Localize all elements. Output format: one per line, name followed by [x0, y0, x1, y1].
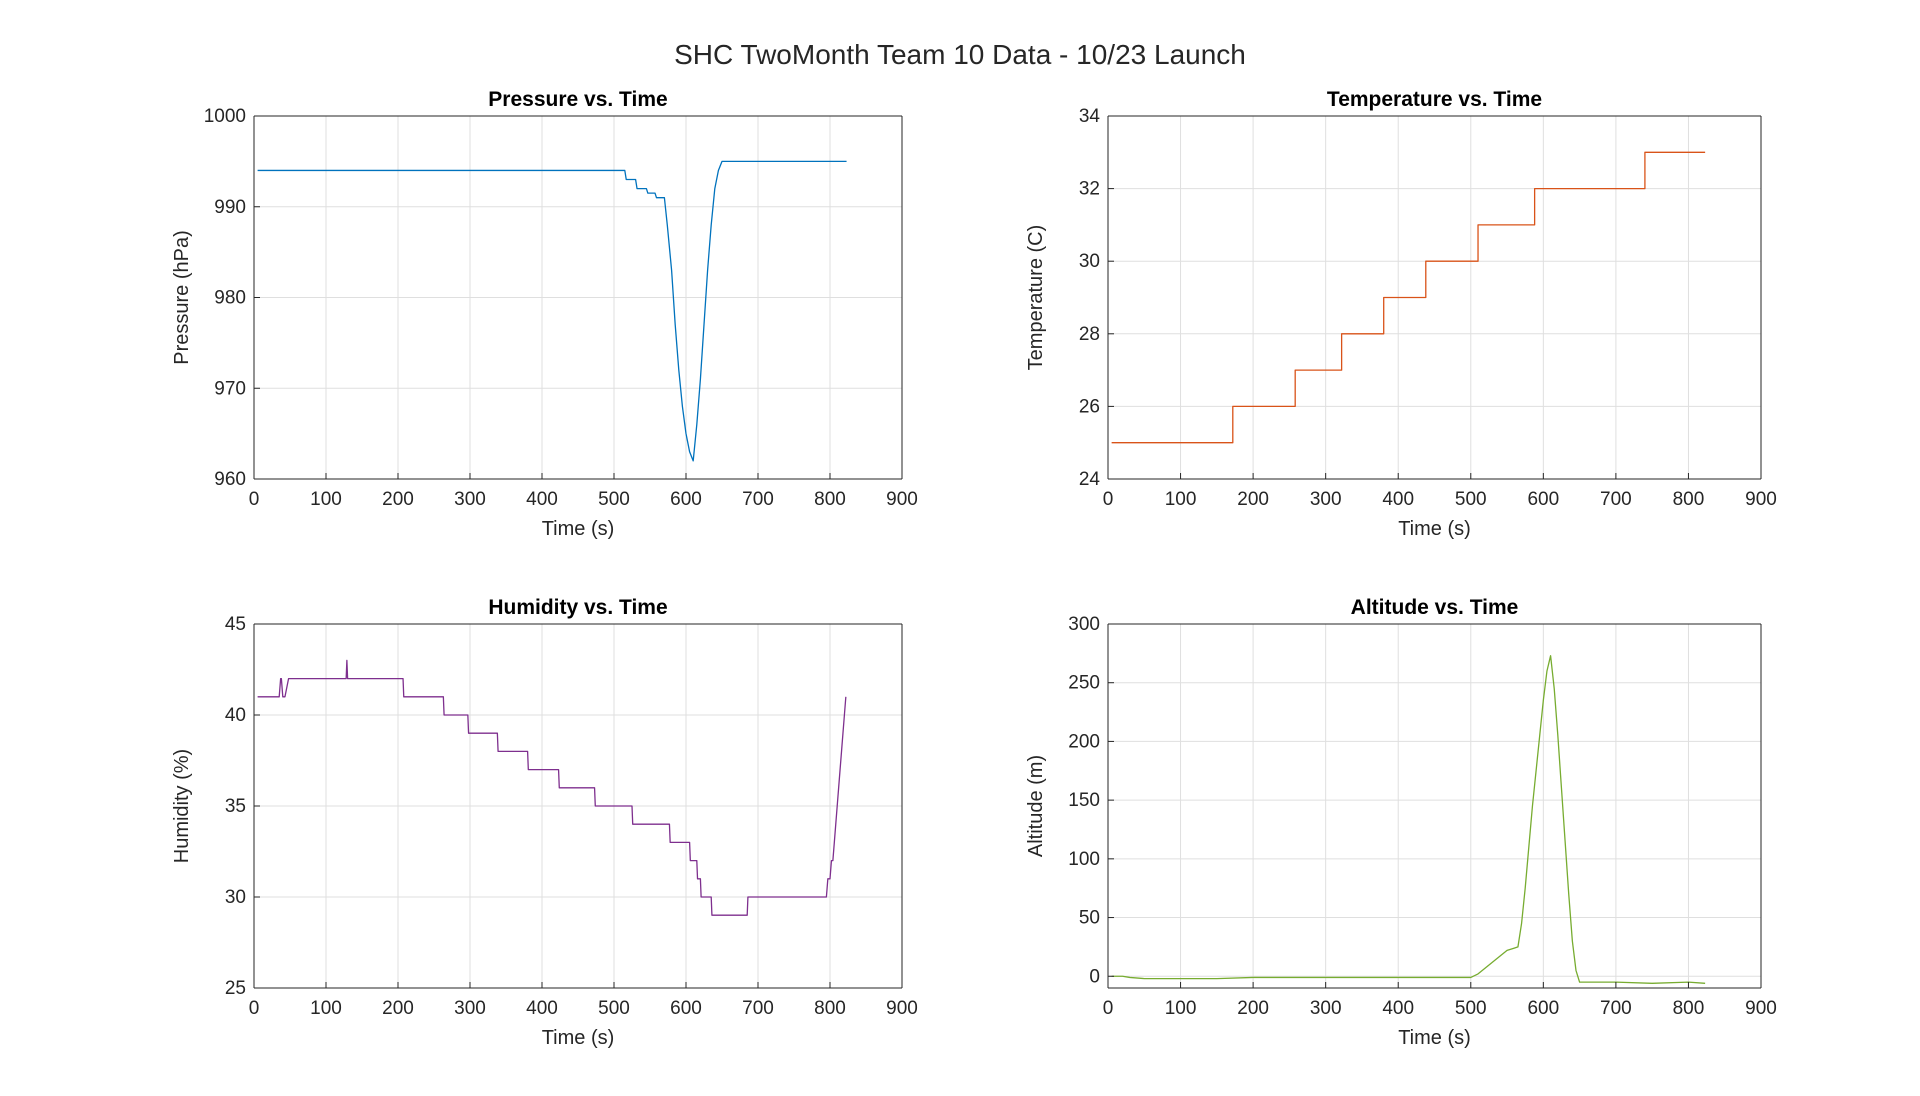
- altitude-x-tick-label: 600: [1527, 998, 1559, 1019]
- temperature-y-tick-label: 28: [1079, 324, 1100, 345]
- pressure-y-tick-label: 990: [214, 197, 246, 218]
- temperature-y-axis-label: Temperature (C): [1025, 225, 1047, 371]
- pressure-chart: 0 100 200 300 400 500 600 700 800 900 960 970 980 990…: [171, 88, 918, 540]
- humidity-y-tick-label: 45: [225, 614, 246, 635]
- altitude-chart: 0 100 200 300 400 500 600 700 800 900 0 50 100 150 200…: [1025, 596, 1777, 1049]
- humidity-y-tick-label: 40: [225, 705, 246, 726]
- altitude-x-tick-label: 300: [1310, 998, 1342, 1019]
- pressure-y-axis-label: Pressure (hPa): [171, 230, 193, 365]
- humidity-series-line: [257, 659, 847, 916]
- humidity-x-tick-label: 400: [526, 998, 558, 1019]
- altitude-x-tick-label: 100: [1165, 998, 1197, 1019]
- pressure-x-tick-label: 200: [382, 489, 414, 510]
- altitude-y-tick-label: 50: [1079, 908, 1100, 929]
- humidity-x-tick-label: 800: [814, 998, 846, 1019]
- pressure-x-tick-label: 100: [310, 489, 342, 510]
- temperature-plot-area: [1108, 116, 1761, 479]
- temperature-series-line: [1111, 151, 1706, 444]
- altitude-y-axis-label: Altitude (m): [1025, 755, 1047, 857]
- humidity-x-tick-label: 300: [454, 998, 486, 1019]
- temperature-x-tick-label: 100: [1165, 489, 1197, 510]
- altitude-chart-title: Altitude vs. Time: [1351, 596, 1519, 619]
- pressure-y-tick-label: 960: [214, 469, 246, 490]
- pressure-series-line: [257, 160, 847, 462]
- humidity-chart-title: Humidity vs. Time: [488, 596, 667, 619]
- temperature-x-tick-label: 0: [1103, 489, 1114, 510]
- temperature-y-tick-label: 24: [1079, 469, 1101, 490]
- pressure-y-tick-label: 980: [214, 288, 246, 309]
- altitude-x-tick-label: 400: [1382, 998, 1414, 1019]
- temperature-y-tick-label: 30: [1079, 251, 1100, 272]
- temperature-x-tick-label: 500: [1455, 489, 1487, 510]
- temperature-y-tick-label: 32: [1079, 179, 1100, 200]
- pressure-x-axis-label: Time (s): [542, 518, 615, 540]
- temperature-x-tick-label: 300: [1310, 489, 1342, 510]
- humidity-x-tick-label: 500: [598, 998, 630, 1019]
- pressure-chart-title: Pressure vs. Time: [488, 88, 667, 111]
- pressure-x-tick-label: 500: [598, 489, 630, 510]
- temperature-x-tick-label: 700: [1600, 489, 1632, 510]
- temperature-chart: 0 100 200 300 400 500 600 700 800 900 24 26 28 30 32 34…: [1025, 88, 1777, 540]
- pressure-x-tick-label: 400: [526, 489, 558, 510]
- altitude-x-axis-label: Time (s): [1398, 1027, 1471, 1049]
- altitude-x-tick-label: 900: [1745, 998, 1777, 1019]
- humidity-x-tick-label: 900: [886, 998, 918, 1019]
- temperature-y-tick-label: 26: [1079, 396, 1100, 417]
- altitude-y-tick-label: 250: [1068, 673, 1100, 694]
- altitude-x-tick-label: 0: [1103, 998, 1114, 1019]
- pressure-y-tick-label: 970: [214, 378, 246, 399]
- temperature-x-tick-label: 600: [1527, 489, 1559, 510]
- humidity-x-tick-label: 200: [382, 998, 414, 1019]
- humidity-y-tick-label: 30: [225, 887, 246, 908]
- humidity-y-axis-label: Humidity (%): [171, 749, 193, 863]
- altitude-y-tick-label: 150: [1068, 790, 1100, 811]
- pressure-x-tick-label: 600: [670, 489, 702, 510]
- figure-title: SHC TwoMonth Team 10 Data - 10/23 Launch: [674, 39, 1246, 70]
- pressure-x-tick-label: 700: [742, 489, 774, 510]
- humidity-x-tick-label: 100: [310, 998, 342, 1019]
- pressure-x-tick-label: 300: [454, 489, 486, 510]
- altitude-series-line: [1111, 655, 1706, 984]
- pressure-x-tick-label: 800: [814, 489, 846, 510]
- altitude-x-tick-label: 500: [1455, 998, 1487, 1019]
- altitude-y-tick-label: 300: [1068, 614, 1100, 635]
- temperature-y-tick-label: 34: [1079, 106, 1101, 127]
- humidity-x-axis-label: Time (s): [542, 1027, 615, 1049]
- temperature-x-tick-label: 900: [1745, 489, 1777, 510]
- altitude-plot-area: [1108, 624, 1761, 988]
- pressure-x-tick-label: 900: [886, 489, 918, 510]
- temperature-chart-title: Temperature vs. Time: [1327, 88, 1542, 111]
- temperature-x-tick-label: 400: [1382, 489, 1414, 510]
- humidity-x-tick-label: 700: [742, 998, 774, 1019]
- temperature-x-tick-label: 200: [1237, 489, 1269, 510]
- altitude-x-tick-label: 700: [1600, 998, 1632, 1019]
- humidity-y-tick-label: 25: [225, 978, 246, 999]
- altitude-y-tick-label: 200: [1068, 731, 1100, 752]
- altitude-x-tick-label: 200: [1237, 998, 1269, 1019]
- pressure-x-tick-label: 0: [249, 489, 260, 510]
- altitude-x-tick-label: 800: [1673, 998, 1705, 1019]
- pressure-y-tick-label: 1000: [204, 106, 246, 127]
- altitude-y-tick-label: 0: [1089, 966, 1100, 987]
- humidity-chart: 0 100 200 300 400 500 600 700 800 900 25 30 35 40 45 Hu…: [171, 596, 918, 1049]
- altitude-y-tick-label: 100: [1068, 849, 1100, 870]
- humidity-x-tick-label: 0: [249, 998, 260, 1019]
- temperature-x-axis-label: Time (s): [1398, 518, 1471, 540]
- temperature-x-tick-label: 800: [1673, 489, 1705, 510]
- humidity-y-tick-label: 35: [225, 796, 246, 817]
- humidity-x-tick-label: 600: [670, 998, 702, 1019]
